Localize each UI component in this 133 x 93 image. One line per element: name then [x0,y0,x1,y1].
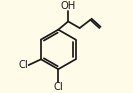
Text: Cl: Cl [53,82,63,92]
Text: Cl: Cl [19,60,29,70]
Text: OH: OH [61,1,76,11]
